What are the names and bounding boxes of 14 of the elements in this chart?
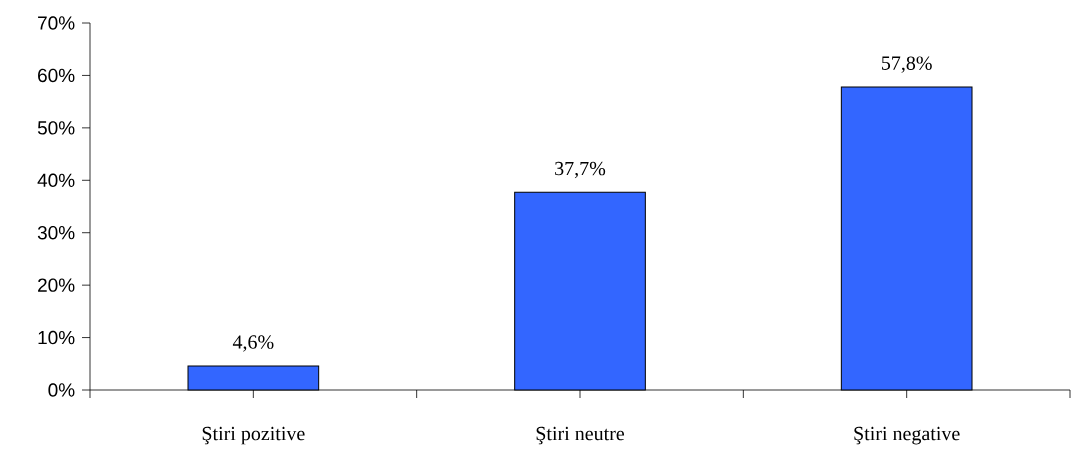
x-tick-label: Ştiri negative xyxy=(854,426,960,445)
x-tick-label: Ştiri pozitive xyxy=(202,426,305,445)
y-tick-label: 40% xyxy=(37,173,75,188)
y-tick-label: 60% xyxy=(38,68,75,83)
x-tick-label: Ştiri neutre xyxy=(536,426,625,445)
y-tick-label: 0% xyxy=(48,383,75,397)
y-tick-label: 30% xyxy=(37,225,75,240)
y-tick-label: 10% xyxy=(38,330,75,345)
y-tick-label: 20% xyxy=(38,278,75,292)
data-label: 37,7% xyxy=(555,161,606,179)
data-label: 57,8% xyxy=(882,56,932,73)
y-tick-label: 50% xyxy=(37,121,75,135)
data-label: 4,6% xyxy=(232,335,274,352)
y-tick-label: 70% xyxy=(38,16,75,30)
